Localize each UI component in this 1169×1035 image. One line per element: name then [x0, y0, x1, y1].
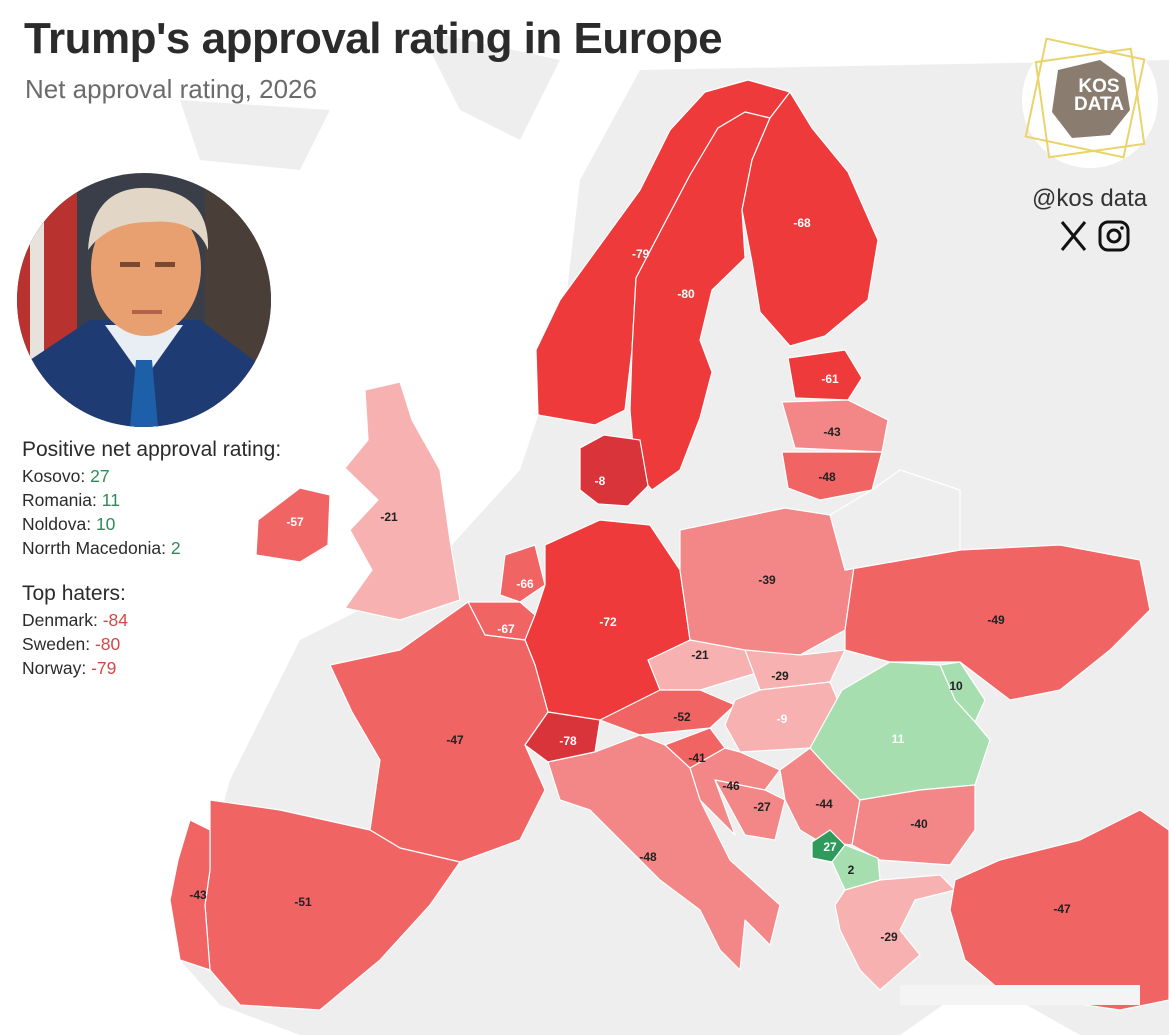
- label-moldova: 10: [949, 679, 963, 693]
- page-title: Trump's approval rating in Europe: [24, 14, 723, 63]
- logo-text-line2: DATA: [1074, 94, 1124, 115]
- social-handle[interactable]: @kos data: [1032, 185, 1148, 212]
- logo-text: KOS DATA: [1060, 76, 1138, 115]
- legend-row: Noldova: 10: [22, 514, 116, 534]
- instagram-icon[interactable]: [1098, 220, 1130, 252]
- country-ukraine: [844, 544, 1151, 701]
- x-icon[interactable]: [1060, 221, 1087, 251]
- legend-row: Norrth Macedonia: 2: [22, 538, 181, 558]
- country-lithuania: [781, 451, 883, 501]
- label-belgium: -67: [497, 622, 515, 636]
- label-ireland: -57: [286, 515, 304, 529]
- label-latvia: -43: [823, 425, 841, 439]
- country-france: [329, 601, 549, 863]
- country-bulgaria: [851, 784, 976, 866]
- label-croatia: -46: [722, 779, 740, 793]
- kos-data-logo: [1022, 32, 1158, 168]
- trump-portrait: [17, 173, 271, 427]
- label-hungary: -9: [777, 712, 788, 726]
- label-norway: -79: [632, 247, 650, 261]
- legend-negative-heading: Top haters:: [22, 582, 126, 605]
- country-ireland: [255, 487, 331, 563]
- label-poland: -39: [758, 573, 776, 587]
- label-czechia: -21: [691, 648, 709, 662]
- label-sweden: -80: [677, 287, 695, 301]
- label-germany: -72: [599, 615, 617, 629]
- label-bosnia: -27: [753, 800, 771, 814]
- country-netherlands: [499, 544, 546, 603]
- country-portugal: [169, 819, 211, 971]
- label-italy: -48: [639, 850, 657, 864]
- label-north-macedonia: 2: [848, 863, 855, 877]
- country-switzerland: [524, 711, 601, 763]
- country-denmark: [579, 434, 649, 507]
- country-bosnia: [714, 779, 786, 841]
- label-switzerland: -78: [559, 734, 577, 748]
- country-shapes: [169, 79, 1169, 1011]
- watermark: [900, 985, 1140, 1005]
- label-france: -47: [446, 733, 464, 747]
- country-belarus: [829, 469, 961, 571]
- country-poland: [679, 507, 856, 656]
- label-kosovo: 27: [823, 840, 837, 854]
- legend-row: Romania: 11: [22, 490, 120, 510]
- label-ukraine: -49: [987, 613, 1005, 627]
- country-estonia: [787, 349, 863, 401]
- country-slovakia: [744, 649, 846, 691]
- label-slovenia: -41: [688, 751, 706, 765]
- country-turkey: [949, 809, 1169, 1011]
- label-bulgaria: -40: [910, 817, 928, 831]
- label-greece: -29: [880, 930, 898, 944]
- legend-row: Denmark: -84: [22, 610, 129, 630]
- legend: Positive net approval rating: Kosovo: 27…: [22, 438, 281, 680]
- label-united-kingdom: -21: [380, 510, 398, 524]
- country-finland: [741, 91, 879, 347]
- legend-row: Kosovo: 27: [22, 466, 110, 486]
- legend-row: Sweden: -80: [22, 634, 121, 654]
- label-finland: -68: [793, 216, 811, 230]
- label-lithuania: -48: [818, 470, 836, 484]
- legend-positive-heading: Positive net approval rating:: [22, 438, 282, 461]
- label-spain: -51: [294, 895, 312, 909]
- label-estonia: -61: [821, 372, 839, 386]
- label-serbia: -44: [815, 797, 833, 811]
- label-romania: 11: [892, 732, 905, 746]
- label-turkey: -47: [1053, 902, 1071, 916]
- country-united-kingdom: [344, 381, 461, 621]
- logo-text-line1: KOS: [1078, 76, 1120, 97]
- label-austria: -52: [673, 710, 691, 724]
- label-denmark: -8: [595, 474, 606, 488]
- page-subtitle: Net approval rating, 2026: [25, 74, 317, 104]
- label-portugal: -43: [189, 888, 207, 902]
- country-labels: -79 -80 -68 -61 -43 -48 -8 -57 -21 -66 -…: [189, 216, 1071, 944]
- country-greece: [834, 874, 956, 991]
- label-slovakia: -29: [771, 669, 789, 683]
- label-netherlands: -66: [516, 577, 534, 591]
- country-north-macedonia: [831, 844, 881, 891]
- country-latvia: [781, 399, 889, 453]
- country-italy: [547, 734, 781, 971]
- legend-row: Norway: -79: [22, 658, 117, 678]
